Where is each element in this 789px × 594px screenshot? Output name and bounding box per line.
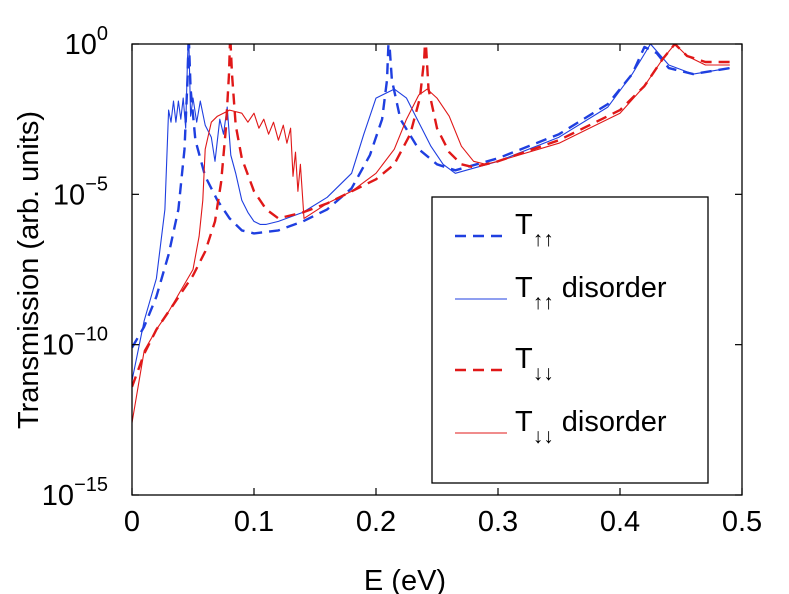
y-tick-label: 10−5	[53, 173, 108, 211]
x-tick-label: 0.3	[478, 506, 518, 538]
legend-label-0: T↑↑	[515, 209, 554, 251]
legend-label-3: T↓↓ disorder	[515, 406, 667, 448]
legend-label-main: T	[515, 343, 533, 375]
x-axis-label: E (eV)	[364, 565, 446, 594]
legend-label-subscript: ↑↑	[533, 291, 554, 314]
legend-label-main: T	[515, 209, 533, 241]
y-tick-exponent: −15	[74, 474, 108, 496]
legend-label-1: T↑↑ disorder	[515, 272, 667, 314]
legend-label-main: T	[515, 406, 533, 438]
y-tick-label: 10−15	[42, 474, 108, 512]
legend-box	[431, 196, 709, 484]
y-tick-base: 10	[65, 29, 97, 61]
legend-label-subscript: ↑↑	[533, 228, 554, 251]
legend-label-subscript: ↓↓	[533, 425, 554, 448]
y-tick-label: 100	[65, 23, 108, 61]
x-tick-label: 0	[124, 506, 140, 538]
y-tick-base: 10	[42, 480, 74, 512]
legend-label-2: T↓↓	[515, 343, 554, 385]
y-tick-label: 10−10	[42, 324, 108, 362]
y-tick-exponent: −10	[74, 324, 108, 346]
y-tick-exponent: −5	[85, 173, 108, 195]
series-layer	[132, 44, 730, 423]
legend-label-suffix: disorder	[554, 406, 667, 438]
y-tick-exponent: 0	[97, 23, 108, 45]
x-tick-label: 0.5	[722, 506, 762, 538]
x-tick-label: 0.4	[600, 506, 640, 538]
series-line-3	[132, 44, 730, 423]
y-axis-label: Transmission (arb. units)	[13, 111, 45, 429]
legend-label-suffix: disorder	[554, 272, 667, 304]
y-tick-base: 10	[53, 179, 85, 211]
series-line-1	[132, 44, 730, 381]
legend-label-main: T	[515, 272, 533, 304]
x-tick-label: 0.2	[356, 506, 396, 538]
y-tick-base: 10	[42, 330, 74, 362]
x-tick-label: 0.1	[234, 506, 274, 538]
legend-label-subscript: ↓↓	[533, 362, 554, 385]
plot-frame	[131, 43, 743, 496]
